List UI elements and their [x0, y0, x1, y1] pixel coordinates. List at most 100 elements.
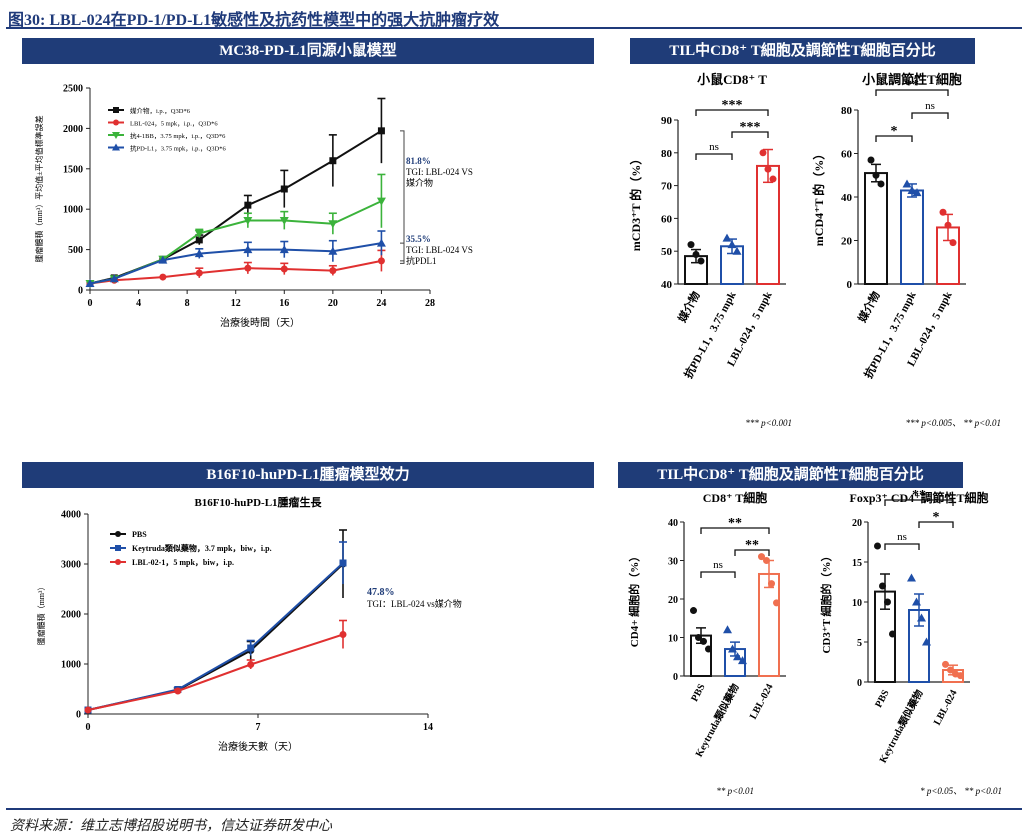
y-tick-label: 40: [841, 192, 853, 204]
y-tick-label: 2000: [63, 124, 83, 135]
y-axis-label: CD4+ 細胞的（%）: [627, 551, 641, 647]
data-point: [158, 255, 168, 264]
data-point: [280, 185, 288, 193]
treg-bottom-bar-chart: Foxp3⁺ CD4⁺調節性T細胞 0 5 10 15 20 CD3⁺T 細胞的（%） PBS…: [819, 488, 1002, 796]
data-point: [243, 245, 253, 254]
data-point: [280, 265, 288, 273]
series-line: [87, 633, 344, 711]
tgi-pct-1: 81.8%: [406, 156, 431, 166]
y-tick-label: 30: [668, 557, 678, 568]
sig-label: ***: [722, 98, 743, 113]
x-tick-label: 4: [136, 298, 141, 309]
data-point: [879, 582, 886, 590]
sig-bracket: [875, 135, 913, 142]
x-axis-label: 治療後天數（天）: [218, 740, 298, 753]
y-tick-label: 10: [852, 598, 862, 609]
banner-til-bottom: TIL中CD8⁺ T細胞及調節性T細胞百分比: [618, 462, 963, 488]
series-line: [89, 259, 382, 285]
legend-marker: [113, 119, 119, 126]
y-axis-label: mCD4⁺T 的（%）: [811, 148, 826, 246]
y-tick-label: 20: [852, 518, 862, 529]
y-tick-label: 70: [661, 181, 673, 193]
category-label: 媒介物: [854, 289, 882, 326]
tgi-text-2b: 抗PDL1: [406, 255, 437, 266]
y-tick-label: 50: [661, 246, 673, 258]
sig-label: **: [745, 538, 759, 553]
legend-label: LBL-02-1，5 mpk，biw，i.p.: [132, 558, 234, 567]
mc38-tumor-growth-chart: 0 500 1000 1500 2000 2500 0 4 8 12 16 20 24 28 治療後時間（天…: [34, 84, 473, 330]
legend-marker: [115, 531, 121, 537]
data-point: [85, 279, 95, 288]
data-point: [700, 637, 707, 645]
tgi-text-2a: TGI: LBL-024 VS: [406, 245, 473, 255]
data-point: [902, 179, 912, 188]
data-point: [944, 221, 952, 229]
sig-label: ns: [713, 559, 723, 571]
data-point: [339, 559, 347, 567]
bar-group-2: [758, 553, 780, 677]
data-point: [159, 273, 167, 281]
tgi-pct: 47.8%: [367, 587, 395, 598]
bar-group-1: [907, 573, 931, 683]
series-line: [87, 563, 344, 711]
data-point: [759, 149, 767, 157]
legend: PBS Keytruda類似藥物，3.7 mpk，biw，i.p. LBL-02-1…: [110, 530, 272, 567]
data-point: [738, 656, 747, 665]
tgi-text-1a: TGI: LBL-024 VS: [406, 167, 473, 177]
series-1: [84, 541, 347, 714]
x-tick-label: 24: [376, 298, 386, 309]
bar-group-1: [723, 625, 747, 678]
y-tick-label: 40: [668, 518, 678, 529]
tgi-text: TGI：LBL-024 vs媒介物: [367, 598, 462, 609]
y-axis-label: 腫瘤體積（mm³）: [36, 583, 46, 646]
data-point: [947, 666, 954, 674]
data-point: [279, 217, 289, 226]
data-point: [705, 645, 712, 653]
x-tick-label: 12: [231, 298, 241, 309]
bar-group-2: [756, 148, 780, 285]
chart-title: 小鼠調節性T細胞: [862, 72, 962, 87]
sig-bracket: [700, 527, 770, 534]
y-tick-label: 2500: [63, 84, 83, 95]
data-point: [244, 264, 252, 272]
y-tick-label: 2000: [61, 610, 81, 621]
footnote: ** p<0.01: [716, 786, 754, 796]
y-tick-label: 0: [76, 710, 81, 721]
legend-marker: [112, 132, 120, 139]
sig-label: ns: [709, 141, 719, 153]
bar-group-0: [684, 241, 708, 285]
y-tick-label: 500: [68, 245, 83, 256]
data-point: [917, 613, 926, 622]
tgi-bracket-2: [400, 242, 405, 264]
bar-group-2: [936, 208, 960, 285]
data-point: [907, 573, 916, 582]
legend-marker: [113, 107, 119, 113]
chart-title: Foxp3⁺ CD4⁺調節性T細胞: [849, 490, 988, 505]
bar-group-0: [864, 156, 888, 285]
data-point: [328, 220, 338, 229]
source-note: 资料来源：维立志博招股说明书，信达证券研发中心: [10, 819, 332, 834]
data-point: [109, 274, 119, 283]
data-point: [195, 236, 203, 244]
sig-bracket: [884, 499, 954, 506]
y-tick-label: 15: [852, 558, 862, 569]
bottom-rule: [6, 808, 1022, 810]
data-point: [728, 644, 737, 653]
data-point: [907, 185, 917, 194]
legend: 媒介物，i.p.，Q3D*6 LBL-024，5 mpk，i.p.，Q3D*6 抗4…: [108, 106, 226, 153]
series-3: [85, 230, 386, 288]
series-line: [89, 129, 382, 285]
data-point: [690, 607, 697, 615]
data-point: [727, 240, 737, 249]
sig-label: **: [728, 516, 742, 531]
legend-marker: [115, 559, 121, 565]
sig-bracket: [731, 131, 769, 138]
y-tick-label: 0: [847, 279, 853, 291]
sig-bracket: [884, 543, 920, 550]
data-point: [174, 687, 182, 695]
bar-group-1: [900, 179, 924, 285]
data-point: [758, 553, 765, 561]
sig-bracket: [875, 89, 949, 96]
